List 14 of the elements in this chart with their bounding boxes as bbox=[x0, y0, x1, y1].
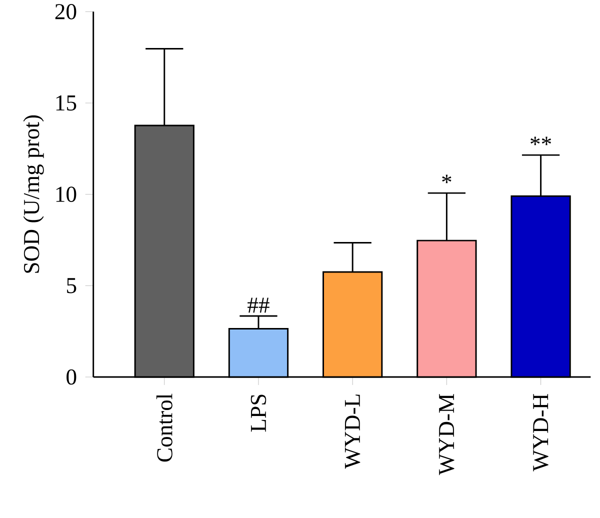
annotation: ## bbox=[248, 298, 270, 313]
annotation: ** bbox=[530, 136, 552, 146]
annotation: * bbox=[442, 174, 452, 184]
x-tick-label: LPS bbox=[250, 394, 266, 432]
y-tick-label: 5 bbox=[67, 278, 76, 294]
x-tick-label: WYD-L bbox=[344, 394, 360, 469]
y-tick-label: 15 bbox=[56, 95, 76, 111]
y-tick-label: 0 bbox=[66, 369, 76, 385]
x-tick-label: WYD-M bbox=[439, 394, 454, 476]
y-tick-label: 20 bbox=[55, 4, 76, 20]
x-tick-label: Control bbox=[156, 394, 172, 462]
y-axis-title: SOD (U/mg prot) bbox=[23, 115, 44, 273]
x-tick-label: WYD-H bbox=[533, 394, 548, 472]
y-tick-label: 10 bbox=[56, 186, 76, 202]
